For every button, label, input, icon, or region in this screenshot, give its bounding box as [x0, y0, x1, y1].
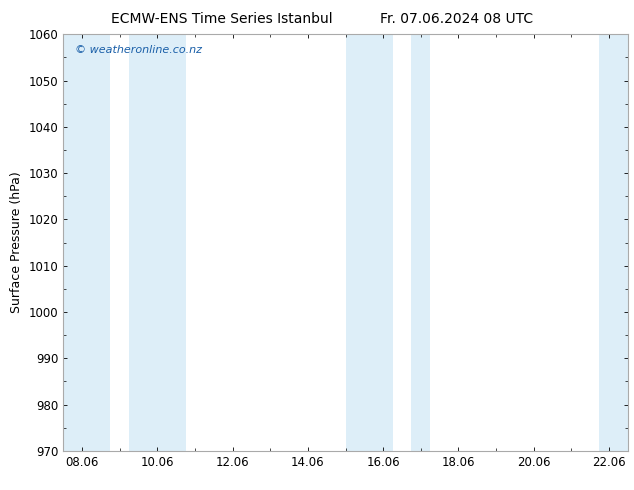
Y-axis label: Surface Pressure (hPa): Surface Pressure (hPa) — [10, 172, 23, 314]
Text: Fr. 07.06.2024 08 UTC: Fr. 07.06.2024 08 UTC — [380, 12, 533, 26]
Text: ECMW-ENS Time Series Istanbul: ECMW-ENS Time Series Istanbul — [111, 12, 333, 26]
Bar — [411, 34, 430, 451]
Bar — [63, 34, 110, 451]
Text: © weatheronline.co.nz: © weatheronline.co.nz — [75, 45, 202, 55]
Bar — [600, 34, 628, 451]
Bar — [346, 34, 392, 451]
Bar — [129, 34, 186, 451]
